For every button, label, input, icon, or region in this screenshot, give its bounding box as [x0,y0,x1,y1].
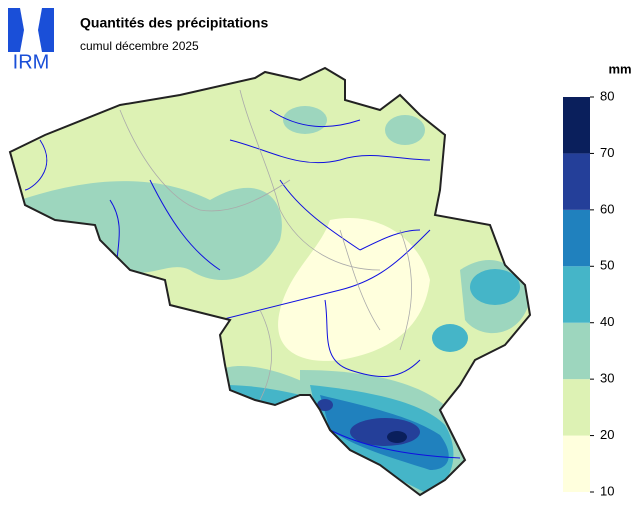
legend-tick-label: 60 [600,201,614,216]
logo-text: IRM [13,51,50,73]
legend-tick-label: 70 [600,145,614,160]
legend-unit: mm [608,61,631,76]
legend-swatch [563,153,590,210]
legend-tick-label: 30 [600,371,614,386]
legend-swatch [563,97,590,154]
legend-tick-label: 80 [600,88,614,103]
logo: IRM [8,8,54,73]
legend-swatch [563,379,590,436]
legend-swatch [563,266,590,323]
legend: 10 20 30 40 50 60 70 80 [563,88,614,498]
subtitle: cumul décembre 2025 [80,39,199,53]
legend-tick-label: 40 [600,314,614,329]
title: Quantités des précipitations [80,15,268,31]
legend-swatch [563,435,590,492]
legend-swatch [563,322,590,380]
legend-tick-label: 50 [600,258,614,273]
legend-tick-label: 10 [600,483,614,498]
legend-tick-label: 20 [600,427,614,442]
map [10,68,530,495]
legend-swatch [563,209,590,267]
